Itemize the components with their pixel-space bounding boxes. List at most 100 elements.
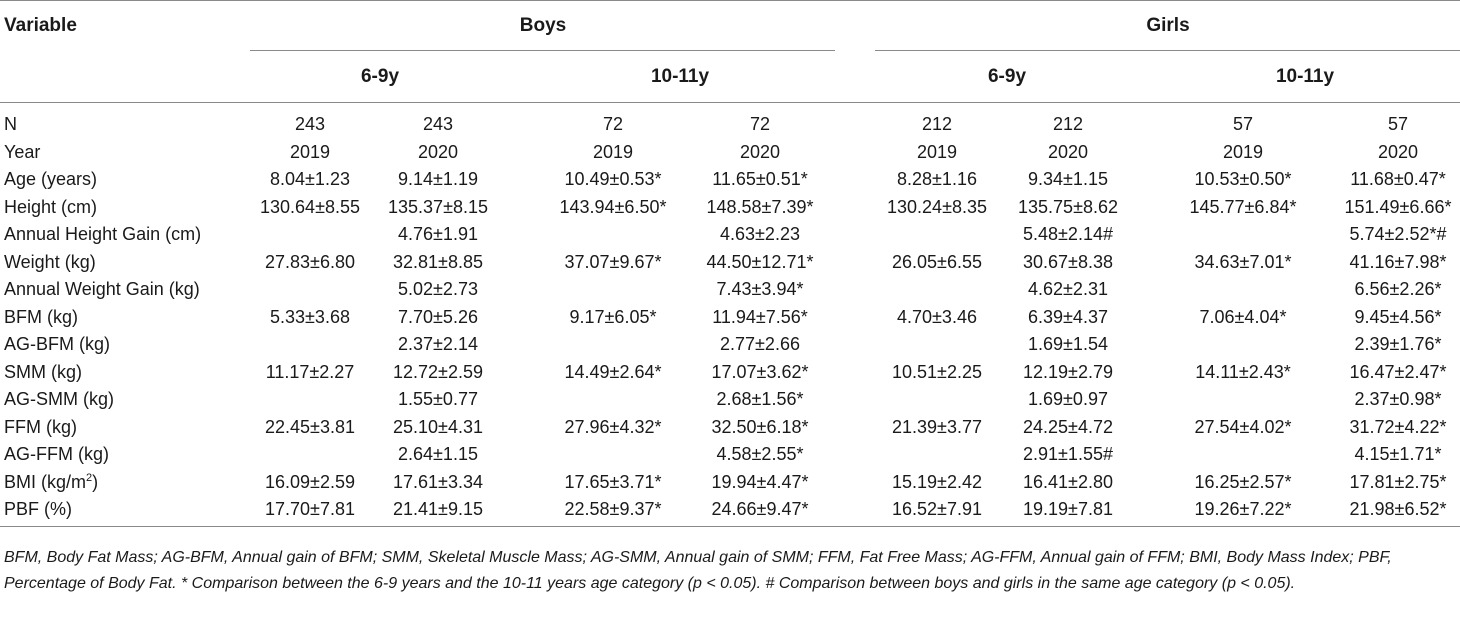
table-cell: 22.58±9.37*: [564, 499, 662, 519]
table-cell: 130.24±8.35: [887, 196, 987, 217]
row-label: Height (cm): [4, 197, 97, 218]
row-label-text: N: [4, 114, 17, 134]
table-cell: 130.64±8.55: [260, 196, 360, 217]
row-label-text: BFM (kg): [4, 306, 78, 327]
table-cell: 2.91±1.55#: [1023, 444, 1113, 464]
table-cell: 19.94±4.47*: [711, 471, 809, 492]
table-cell: 4.58±2.55*: [716, 444, 804, 464]
table-cell: 7.70±5.26: [398, 306, 478, 327]
row-label-superscript: 2: [86, 471, 93, 484]
table-cell: 32.50±6.18*: [711, 416, 809, 437]
table-cell: 1.55±0.77: [398, 389, 478, 409]
table-cell: 7.43±3.94*: [716, 279, 804, 299]
table-cell: 19.26±7.22*: [1194, 499, 1292, 519]
row-label: Year: [4, 142, 40, 163]
row-label-text: Annual Weight Gain (kg): [4, 279, 200, 299]
table-cell: 1.69±0.97: [1028, 389, 1108, 409]
table-cell: 1.69±1.54: [1028, 334, 1108, 354]
row-label: Weight (kg): [4, 252, 96, 273]
table-cell: 2.37±2.14: [398, 334, 478, 354]
table-cell: 24.66±9.47*: [711, 499, 809, 519]
table-cell: 2.64±1.15: [398, 444, 478, 464]
row-label-text: Year: [4, 141, 41, 162]
header-bottom-rule: [0, 102, 1460, 103]
table-cell: 2019: [1222, 141, 1264, 162]
table-cell: 243: [422, 114, 454, 134]
row-label: BFM (kg): [4, 307, 78, 328]
table-cell: 5.33±3.68: [270, 306, 350, 327]
table-cell: 2020: [739, 141, 781, 162]
table-cell: 37.07±9.67*: [564, 251, 662, 272]
table-cell: 11.17±2.27: [265, 361, 355, 382]
table-bottom-rule: [0, 526, 1460, 527]
table-cell: 9.14±1.19: [398, 169, 478, 189]
table-cell: 145.77±6.84*: [1189, 196, 1297, 217]
table-cell: 7.06±4.04*: [1199, 306, 1287, 327]
table-cell: 24.25±4.72: [1023, 416, 1113, 437]
row-label-text: Annual Height Gain (cm): [4, 224, 202, 244]
table-cell: 72: [602, 114, 624, 134]
row-label: AG-BFM (kg): [4, 334, 110, 355]
table-cell: 21.41±9.15: [393, 499, 483, 519]
table-cell: 8.04±1.23: [270, 169, 350, 189]
table-cell: 30.67±8.38: [1023, 251, 1113, 272]
table-cell: 17.70±7.81: [265, 499, 355, 519]
table-cell: 14.49±2.64*: [564, 361, 662, 382]
table-cell: 57: [1232, 114, 1254, 134]
table-footnote: BFM, Body Fat Mass; AG-BFM, Annual gain …: [4, 549, 1392, 592]
table-cell: 16.25±2.57*: [1194, 471, 1292, 492]
boys-group-header: Boys: [519, 15, 567, 36]
boys-6-9y-header: 6-9y: [360, 66, 400, 87]
table-cell: 27.54±4.02*: [1194, 416, 1292, 437]
table-cell: 11.65±0.51*: [712, 169, 808, 189]
table-cell: 19.19±7.81: [1023, 499, 1113, 519]
table-cell: 143.94±6.50*: [559, 196, 667, 217]
table-cell: 148.58±7.39*: [706, 196, 814, 217]
table-cell: 25.10±4.31: [393, 416, 483, 437]
table-cell: 41.16±7.98*: [1349, 251, 1447, 272]
table-cell: 10.51±2.25: [892, 361, 982, 382]
table-cell: 32.81±8.85: [393, 251, 483, 272]
row-label-text: Height (cm): [4, 196, 98, 217]
table-cell: 6.39±4.37: [1028, 306, 1108, 327]
row-label: SMM (kg): [4, 362, 82, 383]
table-cell: 8.28±1.16: [897, 169, 977, 189]
table-cell: 10.49±0.53*: [564, 169, 662, 189]
row-label-text: SMM (kg): [4, 361, 82, 382]
table-cell: 2019: [916, 141, 958, 162]
table-cell: 2020: [1377, 141, 1419, 162]
table-cell: 17.61±3.34: [393, 471, 483, 492]
row-label-text: PBF (%): [4, 499, 73, 519]
row-label: Age (years): [4, 169, 97, 190]
row-label: FFM (kg): [4, 417, 77, 438]
table-cell: 12.72±2.59: [393, 361, 483, 382]
variable-header: Variable: [4, 15, 77, 36]
boys-10-11y-header: 10-11y: [650, 66, 710, 87]
table-cell: 72: [749, 114, 771, 134]
table-cell: 17.07±3.62*: [711, 361, 809, 382]
row-label: PBF (%): [4, 499, 72, 520]
boys-group-rule: [250, 50, 835, 51]
table-cell: 14.11±2.43*: [1195, 361, 1291, 382]
row-label-text: AG-FFM (kg): [4, 444, 109, 464]
row-label-text: FFM (kg): [4, 416, 77, 437]
table-cell: 4.15±1.71*: [1354, 444, 1442, 464]
table-cell: 9.17±6.05*: [569, 306, 657, 327]
table-cell: 151.49±6.66*: [1344, 196, 1452, 217]
row-label: N: [4, 114, 17, 135]
row-label-tail: ): [92, 471, 99, 492]
table-cell: 11.68±0.47*: [1350, 169, 1446, 189]
table-cell: 10.53±0.50*: [1194, 169, 1292, 189]
table-cell: 2019: [592, 141, 634, 162]
table-cell: 16.47±2.47*: [1349, 361, 1447, 382]
row-label: AG-FFM (kg): [4, 444, 109, 465]
row-label-text: AG-BFM (kg): [4, 334, 110, 354]
row-label: AG-SMM (kg): [4, 389, 114, 410]
table-cell: 44.50±12.71*: [706, 251, 814, 272]
table-cell: 9.34±1.15: [1028, 169, 1108, 189]
table-cell: 9.45±4.56*: [1354, 306, 1442, 327]
table-cell: 22.45±3.81: [265, 416, 355, 437]
table-cell: 2019: [289, 141, 331, 162]
table-cell: 27.96±4.32*: [564, 416, 662, 437]
table-cell: 5.02±2.73: [398, 279, 478, 299]
